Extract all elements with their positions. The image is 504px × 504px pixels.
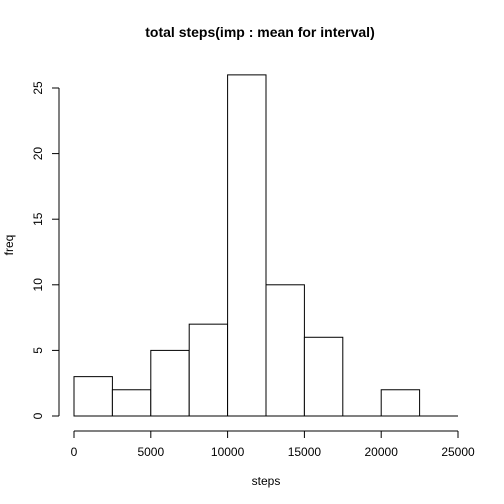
histogram-bar [380,389,421,417]
bars-group [73,74,458,417]
y-tick-label: 5 [31,347,45,354]
y-tick-label: 25 [31,81,45,95]
x-tick-label: 5000 [137,445,164,459]
x-tick-label: 0 [71,445,78,459]
x-tick-label: 25000 [441,445,475,459]
y-axis-label: freq [2,235,16,256]
x-tick-label: 15000 [288,445,322,459]
histogram-bar [73,376,113,417]
x-tick-label: 10000 [211,445,245,459]
y-tick-label: 20 [31,147,45,161]
histogram-bar [188,323,229,417]
x-axis-label: steps [252,474,281,488]
y-tick-label: 0 [31,412,45,419]
chart-title: total steps(imp : mean for interval) [145,24,374,40]
y-tick-label: 15 [31,212,45,226]
x-tick-label: 20000 [365,445,399,459]
histogram-bar [227,74,267,417]
y-axis: 0 5 10 15 20 25 [31,81,60,419]
histogram-bar [150,349,190,417]
x-axis: 0 5000 10000 15000 20000 25000 [71,430,475,459]
histogram-bar [303,336,344,417]
histogram-bar [265,284,305,417]
histogram-bar [111,389,152,417]
y-tick-label: 10 [31,278,45,292]
